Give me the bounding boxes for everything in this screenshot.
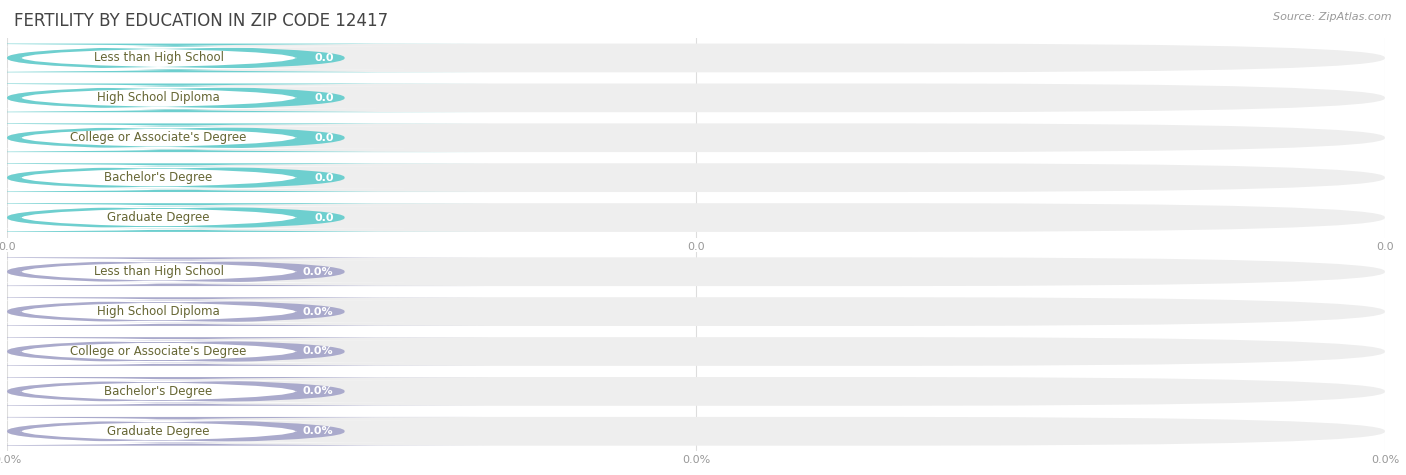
FancyBboxPatch shape (7, 124, 1385, 152)
Text: 0.0%: 0.0% (302, 386, 333, 397)
FancyBboxPatch shape (0, 86, 434, 109)
FancyBboxPatch shape (0, 337, 489, 366)
FancyBboxPatch shape (7, 417, 1385, 446)
FancyBboxPatch shape (0, 203, 489, 232)
FancyBboxPatch shape (7, 203, 1385, 232)
Text: Graduate Degree: Graduate Degree (107, 425, 209, 438)
Text: Bachelor's Degree: Bachelor's Degree (104, 385, 212, 398)
Text: Source: ZipAtlas.com: Source: ZipAtlas.com (1274, 12, 1392, 22)
Text: FERTILITY BY EDUCATION IN ZIP CODE 12417: FERTILITY BY EDUCATION IN ZIP CODE 12417 (14, 12, 388, 30)
FancyBboxPatch shape (0, 340, 434, 363)
Text: Less than High School: Less than High School (94, 265, 224, 278)
Text: Bachelor's Degree: Bachelor's Degree (104, 171, 212, 184)
FancyBboxPatch shape (7, 84, 1385, 112)
Text: 0.0%: 0.0% (302, 266, 333, 277)
Text: College or Associate's Degree: College or Associate's Degree (70, 131, 247, 144)
FancyBboxPatch shape (0, 163, 489, 192)
FancyBboxPatch shape (0, 124, 489, 152)
FancyBboxPatch shape (7, 337, 1385, 366)
Text: Graduate Degree: Graduate Degree (107, 211, 209, 224)
FancyBboxPatch shape (0, 260, 434, 283)
Text: 0.0%: 0.0% (302, 426, 333, 437)
FancyBboxPatch shape (7, 163, 1385, 192)
FancyBboxPatch shape (0, 380, 434, 403)
FancyBboxPatch shape (0, 166, 434, 189)
FancyBboxPatch shape (0, 300, 434, 323)
Text: High School Diploma: High School Diploma (97, 91, 219, 104)
Text: Less than High School: Less than High School (94, 51, 224, 65)
FancyBboxPatch shape (0, 126, 434, 149)
Text: 0.0: 0.0 (314, 212, 333, 223)
FancyBboxPatch shape (0, 84, 489, 112)
Text: 0.0: 0.0 (314, 53, 333, 63)
Text: College or Associate's Degree: College or Associate's Degree (70, 345, 247, 358)
FancyBboxPatch shape (7, 44, 1385, 72)
FancyBboxPatch shape (7, 297, 1385, 326)
FancyBboxPatch shape (0, 47, 434, 69)
FancyBboxPatch shape (0, 44, 489, 72)
Text: 0.0%: 0.0% (302, 306, 333, 317)
Text: 0.0: 0.0 (314, 172, 333, 183)
FancyBboxPatch shape (7, 257, 1385, 286)
FancyBboxPatch shape (0, 420, 434, 443)
FancyBboxPatch shape (7, 377, 1385, 406)
FancyBboxPatch shape (0, 297, 489, 326)
Text: High School Diploma: High School Diploma (97, 305, 219, 318)
FancyBboxPatch shape (0, 206, 434, 229)
FancyBboxPatch shape (0, 257, 489, 286)
FancyBboxPatch shape (0, 417, 489, 446)
Text: 0.0: 0.0 (314, 93, 333, 103)
Text: 0.0: 0.0 (314, 133, 333, 143)
Text: 0.0%: 0.0% (302, 346, 333, 357)
FancyBboxPatch shape (0, 377, 489, 406)
